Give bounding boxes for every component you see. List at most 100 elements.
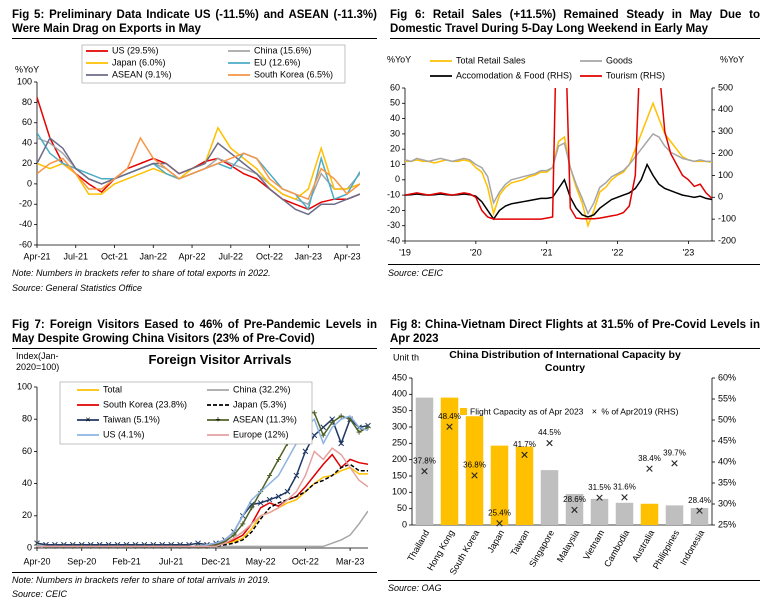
point xyxy=(596,494,603,501)
legend-label: Tourism (RHS) xyxy=(606,70,665,80)
y-tick-label: -20 xyxy=(19,199,32,209)
x-tick-label: Oct-21 xyxy=(101,251,128,261)
legend-label: South Korea (6.5%) xyxy=(254,69,333,79)
data-label: 41.7% xyxy=(513,440,536,449)
y-tick-label: 0 xyxy=(27,178,32,188)
point-marker xyxy=(267,473,273,479)
y2-tick-label: 0 xyxy=(718,192,723,202)
bar xyxy=(490,445,509,525)
chart: -60 -40 -20 0 20 40 60 80 100 %YoY Apr-21 Jul-21 Oct… xyxy=(15,44,361,261)
bar xyxy=(440,397,459,525)
data-label: 39.7% xyxy=(663,448,686,457)
y2-tick-label: 55% xyxy=(718,393,736,403)
y2-tick-label: 45% xyxy=(718,435,736,445)
series-line xyxy=(37,136,360,201)
legend-label: ASEAN (11.3%) xyxy=(233,414,297,424)
chart: 0 50 100 150 200 250 300 350 400 450 25% 30% 35% 40% 4… xyxy=(392,352,736,576)
x-tick-label: '23 xyxy=(683,247,695,257)
x-tick-label: Taiwan xyxy=(509,528,532,557)
data-label: 25.4% xyxy=(488,508,511,517)
y-tick-label: 20 xyxy=(22,510,32,520)
y-tick-label: 100 xyxy=(17,76,32,86)
point xyxy=(446,423,453,430)
figure-title: Fig 8: China-Vietnam Direct Flights at 3… xyxy=(390,318,760,349)
y-tick-label: -60 xyxy=(19,239,32,249)
y-tick-label: 60 xyxy=(22,117,32,127)
point-marker xyxy=(284,488,291,495)
legend-label: US (29.5%) xyxy=(112,45,159,55)
y-tick-label: 0 xyxy=(402,519,407,529)
x-tick-label: '20 xyxy=(470,247,482,257)
legend-label: Japan (5.3%) xyxy=(233,399,287,409)
x-tick-label: '21 xyxy=(541,247,553,257)
point-marker xyxy=(240,521,246,527)
y-tick-label: 40 xyxy=(390,113,400,123)
x-tick-label: Dec-21 xyxy=(201,556,230,566)
data-label: 48.4% xyxy=(438,412,461,421)
x-tick-label: Jan-23 xyxy=(295,251,323,261)
y-tick-label: 300 xyxy=(392,421,407,431)
data-label: 31.6% xyxy=(613,482,636,491)
y-tick-label: -40 xyxy=(19,219,32,229)
y-axis-label: Unit th xyxy=(393,352,419,362)
x-tick-label: Apr-22 xyxy=(179,251,206,261)
point xyxy=(471,472,478,479)
source: Source: CEIC xyxy=(12,589,68,599)
series-line xyxy=(37,97,360,211)
y-tick-label: -40 xyxy=(387,235,400,245)
series-line xyxy=(37,417,368,546)
legend-label: EU (12.6%) xyxy=(254,57,301,67)
y-tick-label: 10 xyxy=(390,159,400,169)
legend-label: South Korea (23.8%) xyxy=(103,399,187,409)
y-tick-label: 150 xyxy=(392,470,407,480)
y2-tick-label: 100 xyxy=(718,170,733,180)
x-tick-label: '22 xyxy=(612,247,624,257)
point-marker xyxy=(249,505,255,511)
series-line xyxy=(37,510,368,548)
y2-tick-label: 40% xyxy=(718,456,736,466)
y2-tick-label: 400 xyxy=(718,104,733,114)
y2-tick-label: 500 xyxy=(718,82,733,92)
y-tick-label: 80 xyxy=(22,414,32,424)
data-label: 28.4% xyxy=(688,496,711,505)
legend-swatch xyxy=(460,408,467,415)
y-tick-label: 0 xyxy=(27,542,32,552)
series-line xyxy=(37,447,368,548)
legend-label: ASEAN (9.1%) xyxy=(112,69,172,79)
y-tick-label: 100 xyxy=(392,487,407,497)
data-label: 37.8% xyxy=(413,456,436,465)
y-axis-label: Index(Jan-2020=100) xyxy=(16,351,60,372)
legend-label: US (4.1%) xyxy=(103,429,145,439)
x-tick-label: May-22 xyxy=(246,556,276,566)
point-marker xyxy=(356,429,362,435)
note: Note: Numbers in brackets refer to share… xyxy=(12,268,271,278)
series-line xyxy=(37,463,368,548)
x-tick-label: Apr-23 xyxy=(334,251,361,261)
bar xyxy=(615,502,634,525)
source: Source: OAG xyxy=(388,580,760,593)
y2-tick-label: 200 xyxy=(718,148,733,158)
y2-tick-label: 25% xyxy=(718,519,736,529)
y-tick-label: 0 xyxy=(395,174,400,184)
legend-marker: × xyxy=(85,414,90,424)
y-tick-label: 60 xyxy=(390,82,400,92)
x-tick-label: Oct-22 xyxy=(292,556,319,566)
y-tick-label: 20 xyxy=(390,144,400,154)
x-tick-label: Feb-21 xyxy=(112,556,141,566)
x-tick-label: Apr-21 xyxy=(23,251,50,261)
bar xyxy=(465,416,484,525)
series-line xyxy=(405,162,712,221)
bar xyxy=(665,505,684,525)
series-line xyxy=(405,88,712,220)
y-tick-label: 40 xyxy=(22,138,32,148)
legend-marker: × xyxy=(592,406,597,416)
point-marker xyxy=(338,413,344,419)
data-label: 36.8% xyxy=(463,461,486,470)
point xyxy=(621,494,628,501)
point xyxy=(571,506,578,514)
y2-tick-label: 50% xyxy=(718,414,736,424)
x-tick-label: Jul-21 xyxy=(159,556,184,566)
x-tick-label: Japan xyxy=(485,528,506,554)
y2-tick-label: 300 xyxy=(718,126,733,136)
bar xyxy=(590,498,609,525)
